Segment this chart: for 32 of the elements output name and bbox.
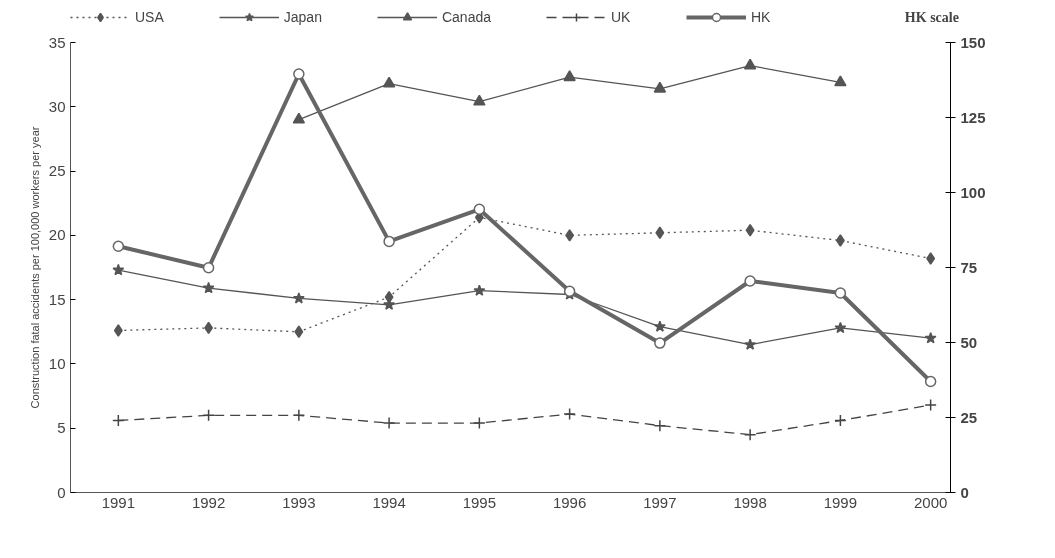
x-tick-label: 1993	[282, 493, 316, 511]
y-tick-label: 30	[48, 97, 66, 115]
y2-tick-label: 0	[960, 483, 969, 501]
y-tick-label: 5	[57, 419, 66, 437]
y-tick-label: 20	[48, 226, 66, 244]
y2-axis-title: HK scale	[904, 10, 959, 25]
x-tick-label: 1994	[372, 493, 406, 511]
x-tick-label: 1998	[733, 493, 767, 511]
y2-tick-label: 50	[960, 333, 978, 351]
y-tick-label: 10	[48, 354, 66, 372]
y2-tick-label: 75	[960, 258, 978, 276]
legend-label: USA	[135, 9, 164, 25]
x-tick-label: 2000	[913, 493, 948, 511]
y2-tick-label: 150	[960, 33, 986, 51]
legend-label: Japan	[283, 9, 322, 25]
x-tick-label: 1992	[191, 493, 226, 511]
x-tick-label: 1996	[552, 493, 587, 511]
x-tick-label: 1999	[823, 493, 858, 511]
y2-tick-label: 100	[960, 183, 986, 201]
x-tick-label: 1991	[101, 493, 136, 511]
x-tick-label: 1997	[643, 493, 677, 511]
y-tick-label: 25	[48, 162, 66, 180]
legend-label: Canada	[441, 9, 491, 25]
y-axis-title: Construction fatal accidents per 100,000 workers per year	[28, 126, 41, 409]
y-tick-label: 15	[48, 290, 66, 308]
legend-label: HK	[751, 9, 771, 25]
legend-label: UK	[611, 9, 631, 25]
y2-tick-label: 25	[960, 408, 978, 426]
y-tick-label: 35	[48, 33, 66, 51]
x-tick-label: 1995	[462, 493, 497, 511]
y2-tick-label: 125	[960, 108, 986, 126]
y-tick-label: 0	[57, 483, 66, 501]
